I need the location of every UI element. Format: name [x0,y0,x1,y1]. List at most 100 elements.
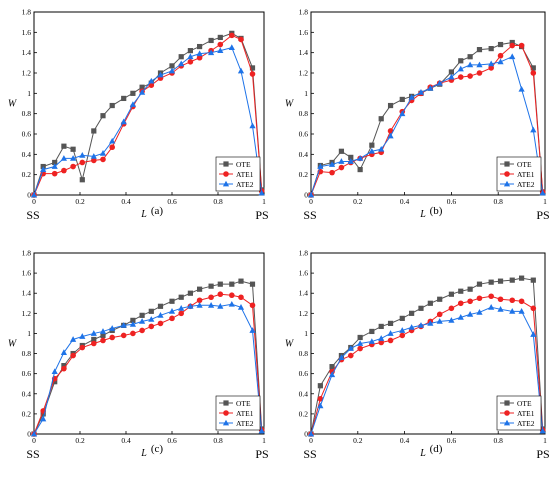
data-point [169,315,175,322]
data-point [338,354,345,360]
data-point [217,34,223,41]
data-point [130,317,136,323]
data-point [328,161,336,167]
y-tick-label: 0 [304,430,308,439]
data-point [61,365,67,372]
x-tick-label: 0.8 [494,197,504,206]
data-point [436,311,443,318]
data-point [229,292,235,299]
data-point [60,349,67,355]
data-point [30,191,38,198]
data-point [539,427,546,434]
data-point [70,352,76,359]
legend-entry: ATE1 [236,170,254,179]
legend-marker [223,400,229,406]
data-point [99,150,107,156]
y-tick-label: 1.8 [22,8,32,17]
data-point [448,317,455,323]
data-point [476,47,483,53]
y-axis-label: W [285,339,295,350]
legend-entry: OTE [517,160,532,169]
data-point [61,167,67,174]
legend-entry: ATE2 [236,180,254,189]
data-point [249,327,256,333]
data-point [378,145,385,152]
chart-panel-3: 0 0.2 0.4 0.6 0.8 1 0 0.2 0.4 0.6 0.8 1 1.2 1.4 1.6 1.8… [8,249,269,462]
y-tick-label: 0.8 [22,109,32,118]
data-point [237,67,245,74]
data-point [357,155,364,161]
data-point [129,321,136,327]
data-point [187,290,193,296]
data-point [338,158,345,164]
data-point [476,281,483,287]
data-point [169,63,175,69]
data-point [217,47,224,54]
data-point [457,65,464,72]
data-point [378,335,385,341]
data-point [518,298,525,305]
data-point [61,363,67,369]
data-point [488,60,495,67]
y-tick-label: 0.2 [22,409,32,418]
legend-marker [222,419,230,426]
data-point [217,41,224,48]
x-tick-label: 0.4 [121,197,131,206]
data-point [196,297,203,304]
data-point [448,69,454,75]
data-point [187,59,194,65]
legend-marker [504,400,510,406]
x-tick-label: 0.2 [353,436,363,445]
series-ate1 [31,291,265,437]
data-point [369,142,375,148]
data-point [518,42,525,49]
data-point [387,337,394,344]
y-tick-label: 1.4 [22,289,32,298]
ps-label: PS [255,208,268,222]
data-point [229,281,235,287]
data-point [30,430,38,437]
data-point [168,67,176,74]
data-point [437,296,443,302]
data-point [229,32,235,39]
plot-frame [310,252,546,435]
data-point [347,158,354,164]
chart-panel-1: 0 0.2 0.4 0.6 0.8 1 0 0.2 0.4 0.6 0.8 1 1.2 1.4 1.6 1.8… [8,8,269,223]
data-point [347,352,354,359]
data-point [178,294,184,300]
data-point [458,288,464,294]
data-point [238,294,244,301]
data-point [91,128,97,134]
data-point [518,308,525,314]
data-point [139,312,145,318]
y-tick-label: 0 [27,430,31,439]
y-tick-label: 0.6 [22,369,32,378]
data-point [51,170,58,177]
series-ate2 [307,304,546,437]
data-point [208,294,214,301]
ss-label: SS [26,208,39,222]
data-point [457,314,464,320]
data-point [427,300,433,306]
data-point [109,144,115,151]
data-point [217,291,224,298]
data-point [509,277,515,283]
series-ate2 [30,44,265,198]
y-tick-label: 0.6 [299,130,309,139]
y-tick-label: 0.4 [299,389,309,398]
data-point [157,312,164,318]
data-point [488,65,494,71]
data-point [129,101,136,107]
data-point [120,322,127,328]
y-tick-label: 1.2 [22,309,32,318]
data-point [238,36,244,43]
data-point [509,42,516,49]
series-ate2 [30,300,265,437]
y-tick-label: 1 [27,89,31,98]
y-axis-label: W [285,99,295,110]
data-point [258,189,265,196]
data-point [100,337,106,344]
data-point [139,89,146,95]
data-point [121,95,127,102]
